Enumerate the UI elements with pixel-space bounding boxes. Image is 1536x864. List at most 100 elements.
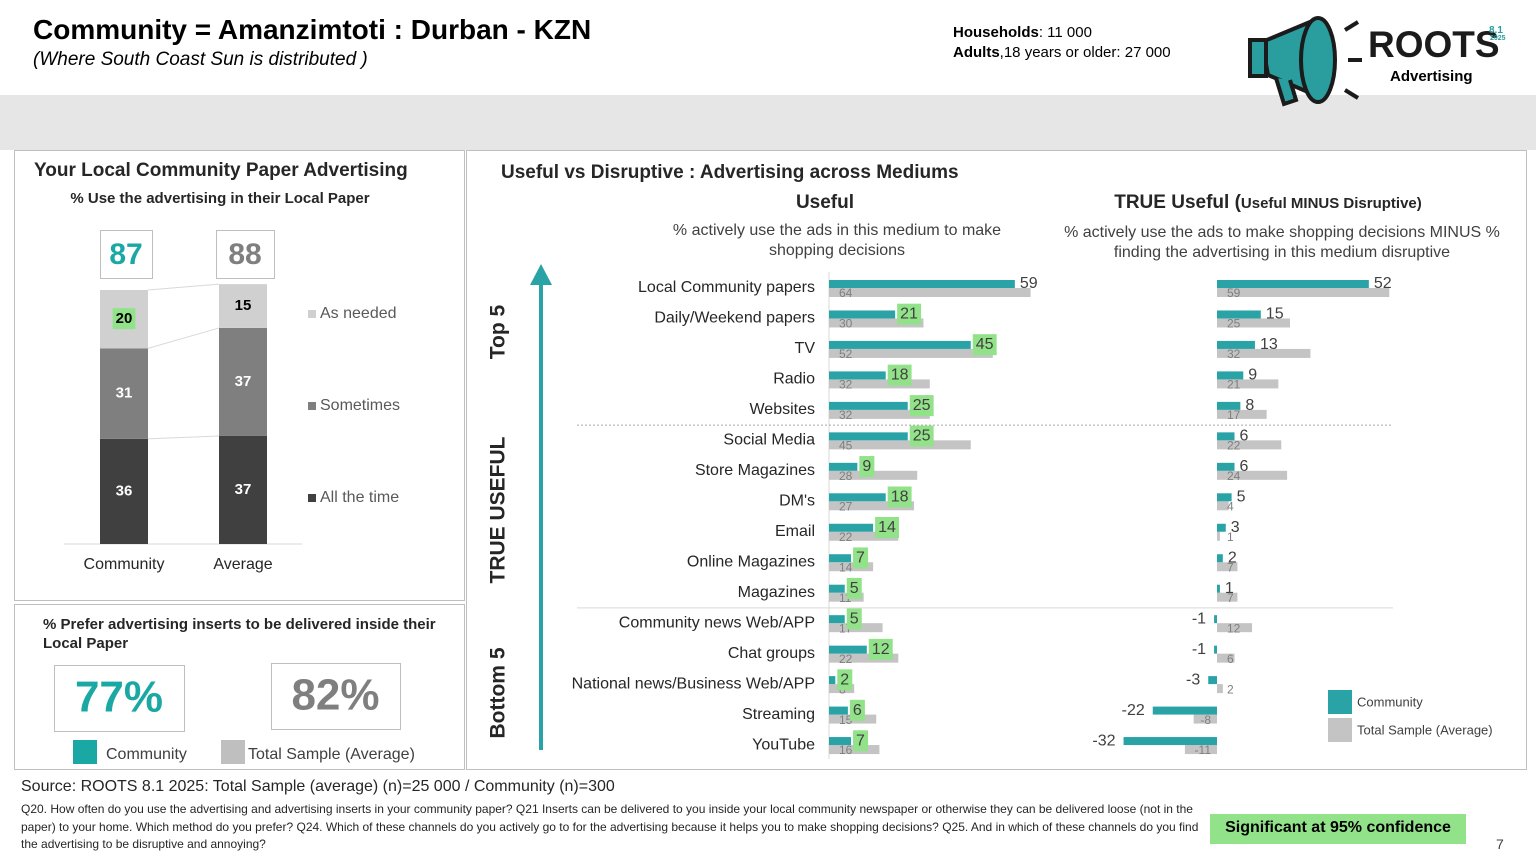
total-label: 87 <box>109 238 142 271</box>
bar-total <box>829 531 899 541</box>
legend-label: Total Sample (Average) <box>248 746 415 763</box>
data-label-total: 21 <box>1227 378 1241 392</box>
bar-segment <box>100 348 148 439</box>
data-label-total: 32 <box>839 378 853 392</box>
subtitle: (Where South Coast Sun is distributed ) <box>33 49 368 70</box>
total-box <box>216 230 275 279</box>
logo-name: ROOTS <box>1368 24 1500 65</box>
chart-title: Your Local Community Paper Advertising <box>34 160 408 181</box>
bar-community <box>829 493 886 502</box>
data-label-total: 6 <box>1227 652 1234 666</box>
legend-label: Community <box>1357 694 1423 709</box>
bar-community <box>829 280 1015 288</box>
bar-community <box>829 615 845 624</box>
total-label: 88 <box>228 238 261 271</box>
data-label-total: 24 <box>1227 469 1241 483</box>
bar-total <box>1217 470 1288 480</box>
legend-swatch <box>1328 718 1352 742</box>
source: Source: ROOTS 8.1 2025: Total Sample (av… <box>21 778 615 795</box>
bar-total <box>1217 409 1267 419</box>
title: Community = Amanzimtoti : Durban - KZN <box>33 14 592 45</box>
bar-total <box>1217 318 1290 328</box>
bar-community <box>829 340 971 349</box>
bar-community <box>1217 401 1241 410</box>
bar-segment <box>100 438 148 544</box>
data-label-total: 32 <box>1227 347 1241 361</box>
category-label: Websites <box>749 401 815 418</box>
bar-total <box>1217 501 1229 511</box>
legend-label: Community <box>106 746 187 763</box>
significance-highlight <box>887 364 912 386</box>
significance-highlight <box>909 425 934 447</box>
category-label: Email <box>775 523 815 540</box>
bar-community <box>1214 645 1217 654</box>
bar-community <box>1217 340 1255 349</box>
bar-community <box>1208 676 1217 685</box>
adults: Adults,18 years or older: 27 000 <box>953 44 1171 61</box>
bar-total <box>1217 288 1390 297</box>
bar-total <box>1184 745 1217 755</box>
chart-subtitle: TRUE Useful (Useful MINUS Disruptive) <box>1068 192 1468 214</box>
data-label-total: 12 <box>1227 621 1241 635</box>
chart-subtitle: % Use the advertising in their Local Pap… <box>70 190 370 207</box>
bar-total <box>829 348 993 358</box>
legend-label: As needed <box>320 305 397 322</box>
data-label: 59 <box>1020 275 1038 292</box>
category-label: Local Community papers <box>638 279 815 296</box>
bar-total <box>1217 562 1238 572</box>
legend-swatch <box>308 494 316 502</box>
data-label: -3 <box>1186 671 1200 688</box>
bar-total <box>1217 623 1253 633</box>
legend-swatch <box>308 310 316 318</box>
category-label: Chat groups <box>728 645 815 662</box>
arrow-head <box>530 264 552 285</box>
bar-total <box>829 562 874 572</box>
chart-subtitle: Useful <box>795 192 855 213</box>
data-label-total: 17 <box>1227 408 1241 422</box>
bar-community <box>1217 554 1223 563</box>
bar-total <box>829 653 899 663</box>
logo-icon <box>1248 16 1362 107</box>
data-label: -1 <box>1192 610 1206 627</box>
data-label: 9 <box>862 458 871 475</box>
chart-note: % actively use the ads in this medium to… <box>672 222 1002 259</box>
bar-community <box>829 645 867 654</box>
x-tick-label: Average <box>213 556 272 573</box>
label: Households <box>953 24 1039 41</box>
data-label: 9 <box>1248 367 1257 384</box>
panel <box>14 604 465 770</box>
data-label-total: 27 <box>839 499 853 513</box>
questions: Q20. How often do you use the advertisin… <box>21 802 1199 851</box>
significance-highlight <box>897 303 922 325</box>
data-label: 15 <box>235 297 252 314</box>
significance-highlight <box>868 638 893 660</box>
legend-swatch <box>308 402 316 410</box>
data-label: -22 <box>1122 702 1145 719</box>
data-label: 25 <box>913 397 931 414</box>
bar-community <box>829 554 852 563</box>
total-box <box>100 230 153 279</box>
category-label: Online Magazines <box>687 553 815 570</box>
legend-label: Sometimes <box>320 397 400 414</box>
header-band <box>0 95 1536 150</box>
data-label: 36 <box>116 482 133 499</box>
bar-community <box>1217 432 1235 441</box>
category-label: Store Magazines <box>695 462 815 479</box>
households: Households: 11 000 <box>953 24 1092 41</box>
data-label-total: 52 <box>839 347 853 361</box>
data-label-total: 22 <box>839 530 853 544</box>
category-label: Magazines <box>738 584 815 601</box>
panel <box>466 150 1527 770</box>
significance-highlight <box>853 730 869 752</box>
bar-total <box>1217 653 1235 663</box>
category-label: National news/Business Web/APP <box>572 675 815 692</box>
category-label: Daily/Weekend papers <box>654 310 815 327</box>
bar-community <box>829 462 858 471</box>
data-label: 20 <box>116 310 133 327</box>
category-label: Radio <box>773 371 815 388</box>
bar-total <box>1217 379 1279 389</box>
bar-community <box>829 523 874 532</box>
logo-version: 8.1 <box>1489 25 1503 36</box>
